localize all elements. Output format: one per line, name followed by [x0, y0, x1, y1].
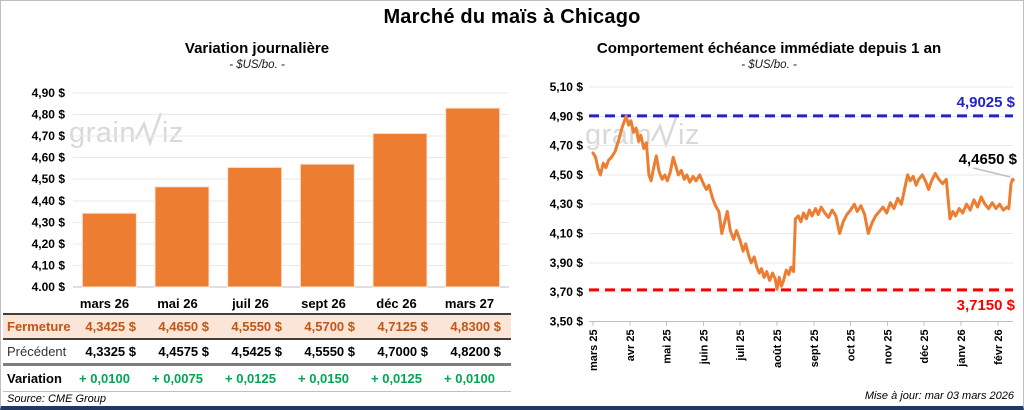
x-tick-label: janv 26	[956, 329, 968, 367]
value-cell: 4,3425 $	[85, 319, 136, 334]
y-tick-label: 4,20 $	[32, 237, 66, 251]
y-tick-label: 3,50 $	[550, 314, 584, 328]
y-tick-label: 4,50 $	[32, 172, 66, 186]
value-cell: 4,4650 $	[158, 319, 209, 334]
bar-mars-26	[81, 212, 137, 288]
y-tick-label: 4,30 $	[550, 197, 584, 211]
x-tick-label: oct 25	[846, 329, 858, 361]
y-tick-label: 4,90 $	[32, 86, 66, 100]
update-note: Mise à jour: mar 03 mars 2026	[864, 390, 1014, 402]
x-tick-label: juin 25	[698, 329, 710, 365]
watermark-zigzag-icon	[134, 112, 163, 147]
bar-mars-27	[445, 107, 501, 288]
column-header: mars 27	[444, 295, 495, 311]
column-header: mars 26	[79, 295, 130, 311]
x-tick-label: mars 25	[588, 329, 600, 371]
x-tick-label: déc 25	[919, 329, 931, 363]
bar-mai-26	[154, 186, 210, 288]
value-cell: 4,5550 $	[304, 344, 355, 359]
row-label: Variation	[7, 371, 62, 386]
y-tick-label: 4,10 $	[550, 227, 584, 241]
value-cell: 4,7125 $	[377, 319, 428, 334]
value-cell: 4,8300 $	[450, 319, 501, 334]
y-tick-label: 4,70 $	[550, 139, 584, 153]
x-tick-label: mai 25	[662, 329, 674, 363]
y-tick-label: 4,40 $	[32, 194, 66, 208]
x-tick-label: juil 25	[735, 329, 747, 361]
futures-table: mars 26 mai 26 juil 26 sept 26 déc 26 mars 27…	[3, 293, 511, 392]
y-tick-label: 4,90 $	[550, 109, 584, 123]
line-chart-title: Comportement échéance immédiate depuis 1…	[596, 40, 942, 57]
y-tick-label: 3,70 $	[550, 285, 584, 299]
bar-chart-title: Variation journalière	[184, 40, 330, 57]
last-value-leader-line	[973, 167, 1011, 178]
support-label: 3,7150 $	[957, 297, 1016, 314]
y-tick-label: 4,50 $	[550, 168, 584, 182]
resistance-label: 4,9025 $	[957, 94, 1016, 111]
line-chart-subtitle: - $US/bo. -	[741, 59, 797, 71]
x-tick-label: août 25	[772, 329, 784, 368]
y-tick-label: 5,10 $	[550, 80, 584, 94]
value-cell: + 0,0100	[444, 371, 495, 386]
table-row-fermeture: Fermeture 4,3425 $ 4,4650 $ 4,5550 $ 4,5700 …	[3, 315, 511, 340]
page-title: Marché du maïs à Chicago	[383, 6, 641, 28]
watermark-zigzag-icon	[650, 114, 679, 149]
y-tick-label: 4,70 $	[32, 129, 66, 143]
value-cell: 4,3325 $	[85, 344, 136, 359]
source-note: Source: CME Group	[7, 393, 107, 405]
bar-juil-26	[227, 166, 283, 288]
price-series-line	[591, 114, 1015, 291]
bar-sept-26	[299, 163, 355, 288]
watermark-text-iz: iz	[162, 117, 184, 149]
value-cell: + 0,0150	[298, 371, 349, 386]
x-tick-label: févr 26	[993, 329, 1005, 364]
y-tick-label: 4,10 $	[32, 258, 66, 272]
bar-chart: 4,90 $ 4,80 $ 4,70 $ 4,60 $ 4,50 $ 4,40 $ 4,30…	[32, 86, 509, 291]
value-cell: 4,4575 $	[158, 344, 209, 359]
column-header: sept 26	[301, 295, 346, 311]
value-cell: + 0,0100	[79, 371, 130, 386]
line-chart: 5,10 $ 4,90 $ 4,70 $ 4,50 $ 4,30 $ 4,10 $ 3,90…	[550, 80, 1018, 371]
row-label: Précédent	[7, 344, 67, 359]
watermark-text-grain: grain	[69, 117, 136, 149]
value-cell: + 0,0125	[225, 371, 276, 386]
column-header: juil 26	[232, 295, 269, 311]
grainwiz-watermark: grain iz	[69, 111, 184, 148]
y-tick-label: 4,60 $	[32, 151, 66, 165]
table-row-variation: Variation + 0,0100 + 0,0075 + 0,0125 + 0,015…	[3, 366, 511, 392]
last-value-label: 4,4650 $	[959, 151, 1018, 168]
watermark-text-iz: iz	[678, 119, 700, 151]
x-tick-label: sept 25	[809, 329, 821, 367]
row-label: Fermeture	[7, 319, 71, 334]
bar-déc-26	[372, 132, 428, 288]
value-cell: 4,7000 $	[377, 344, 428, 359]
y-tick-label: 4,80 $	[32, 108, 66, 122]
y-tick-label: 4,30 $	[32, 215, 66, 229]
table-row-precedent: Précédent 4,3325 $ 4,4575 $ 4,5425 $ 4,5550 …	[3, 340, 511, 366]
table-header-row: mars 26 mai 26 juil 26 sept 26 déc 26 mars 27	[3, 293, 511, 315]
value-cell: 4,5425 $	[231, 344, 282, 359]
x-tick-label: nov 25	[882, 329, 894, 364]
y-tick-label: 4,00 $	[32, 280, 66, 291]
x-tick-label: avr 25	[625, 329, 637, 361]
value-cell: 4,5550 $	[231, 319, 282, 334]
value-cell: + 0,0125	[371, 371, 422, 386]
value-cell: 4,5700 $	[304, 319, 355, 334]
y-tick-label: 3,90 $	[550, 256, 584, 270]
bar-chart-subtitle: - $US/bo. -	[229, 59, 285, 71]
column-header: mai 26	[157, 295, 198, 311]
value-cell: 4,8200 $	[450, 344, 501, 359]
column-header: déc 26	[376, 295, 417, 311]
value-cell: + 0,0075	[152, 371, 203, 386]
